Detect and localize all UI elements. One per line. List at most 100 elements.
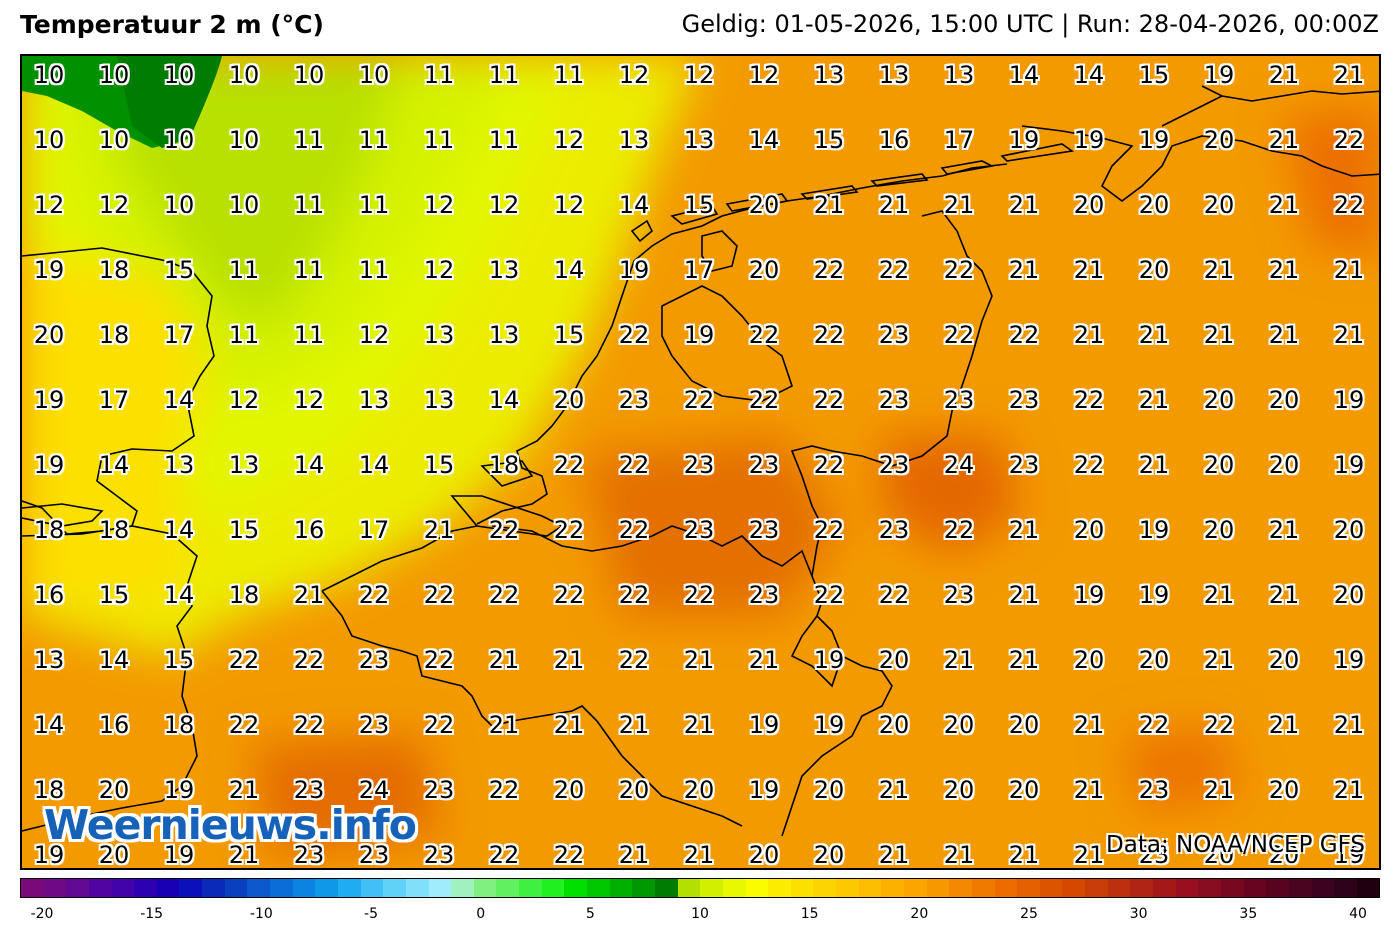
grid-value: 20 — [943, 711, 975, 739]
grid-value: 22 — [748, 321, 780, 349]
grid-value: 21 — [1203, 646, 1235, 674]
colorbar-swatch — [66, 879, 89, 897]
grid-value: 22 — [813, 256, 845, 284]
grid-value: 21 — [228, 776, 260, 804]
grid-value: 11 — [358, 191, 390, 219]
grid-value: 22 — [488, 581, 520, 609]
grid-value: 21 — [1008, 646, 1040, 674]
grid-value: 11 — [553, 61, 585, 89]
grid-value: 22 — [553, 516, 585, 544]
grid-value: 18 — [33, 776, 65, 804]
grid-value: 16 — [293, 516, 325, 544]
grid-value: 12 — [553, 191, 585, 219]
grid-value: 19 — [1138, 516, 1170, 544]
grid-value: 17 — [358, 516, 390, 544]
colorbar-swatch — [88, 879, 112, 897]
grid-value: 21 — [1268, 581, 1300, 609]
grid-value: 23 — [1008, 386, 1040, 414]
grid-value: 23 — [293, 776, 325, 804]
colorbar-swatch — [134, 879, 157, 897]
grid-value: 14 — [98, 451, 130, 479]
grid-value: 20 — [748, 256, 780, 284]
colorbar-swatch — [1311, 879, 1335, 897]
grid-value: 13 — [618, 126, 650, 154]
grid-value: 22 — [423, 581, 455, 609]
colorbar-swatch — [473, 879, 497, 897]
grid-value: 19 — [813, 711, 845, 739]
grid-value: 19 — [1333, 386, 1365, 414]
colorbar-swatch — [722, 879, 746, 897]
grid-value: 21 — [1008, 516, 1040, 544]
grid-value: 21 — [878, 776, 910, 804]
grid-value: 23 — [748, 516, 780, 544]
colorbar-swatch — [224, 879, 248, 897]
colorbar-swatch — [292, 879, 316, 897]
grid-value: 13 — [163, 451, 195, 479]
colorbar-tick-label: -5 — [364, 906, 378, 922]
grid-value: 22 — [813, 451, 845, 479]
grid-value: 17 — [98, 386, 130, 414]
grid-value: 22 — [683, 386, 715, 414]
grid-value: 23 — [293, 841, 325, 869]
grid-value: 22 — [423, 711, 455, 739]
grid-value: 14 — [163, 516, 195, 544]
grid-value: 12 — [618, 61, 650, 89]
grid-value: 21 — [1333, 61, 1365, 89]
grid-value: 21 — [1333, 321, 1365, 349]
data-credit: Data: NOAA/NCEP GFS — [1106, 832, 1365, 858]
grid-value: 12 — [293, 386, 325, 414]
grid-value: 20 — [1203, 386, 1235, 414]
grid-value: 20 — [1138, 646, 1170, 674]
grid-value: 15 — [553, 321, 585, 349]
grid-value: 14 — [1073, 61, 1105, 89]
colorbar-swatch — [677, 879, 701, 897]
colorbar-swatch — [1130, 879, 1154, 897]
colorbar-swatch — [903, 879, 927, 897]
colorbar-swatch — [1356, 879, 1380, 897]
grid-value: 13 — [813, 61, 845, 89]
grid-value: 10 — [163, 191, 195, 219]
colorbar-swatch — [836, 879, 859, 897]
grid-value: 15 — [813, 126, 845, 154]
grid-value: 19 — [1138, 581, 1170, 609]
grid-value: 19 — [748, 711, 780, 739]
grid-value: 11 — [293, 321, 325, 349]
grid-value: 22 — [618, 646, 650, 674]
grid-value: 11 — [358, 256, 390, 284]
grid-value: 20 — [878, 711, 910, 739]
grid-value: 15 — [163, 256, 195, 284]
colorbar-swatch — [745, 879, 769, 897]
grid-value: 23 — [1138, 776, 1170, 804]
grid-value: 21 — [1268, 516, 1300, 544]
colorbar-swatch — [451, 879, 474, 897]
colorbar-swatch — [768, 879, 791, 897]
grid-value: 23 — [1138, 841, 1170, 869]
grid-value: 21 — [618, 841, 650, 869]
grid-value: 20 — [1138, 256, 1170, 284]
grid-value: 21 — [1203, 321, 1235, 349]
grid-value: 15 — [683, 191, 715, 219]
grid-value: 21 — [1268, 256, 1300, 284]
grid-value: 20 — [1203, 191, 1235, 219]
grid-value: 19 — [1073, 581, 1105, 609]
grid-value: 22 — [293, 711, 325, 739]
grid-value: 22 — [813, 581, 845, 609]
grid-value: 21 — [1268, 321, 1300, 349]
colorbar-tick-label: 35 — [1239, 906, 1258, 922]
grid-value: 22 — [1333, 126, 1365, 154]
grid-value: 20 — [813, 776, 845, 804]
grid-value: 12 — [423, 256, 455, 284]
grid-value: 10 — [98, 126, 130, 154]
grid-value: 20 — [683, 776, 715, 804]
grid-value: 17 — [163, 321, 195, 349]
grid-value: 20 — [1073, 646, 1105, 674]
grid-value: 21 — [1073, 711, 1105, 739]
grid-value: 20 — [553, 386, 585, 414]
grid-value: 20 — [1138, 191, 1170, 219]
grid-value: 14 — [553, 256, 585, 284]
grid-value: 22 — [228, 646, 260, 674]
grid-value: 19 — [618, 256, 650, 284]
grid-value: 12 — [228, 386, 260, 414]
colorbar-swatch — [21, 879, 44, 897]
grid-value: 19 — [1008, 126, 1040, 154]
